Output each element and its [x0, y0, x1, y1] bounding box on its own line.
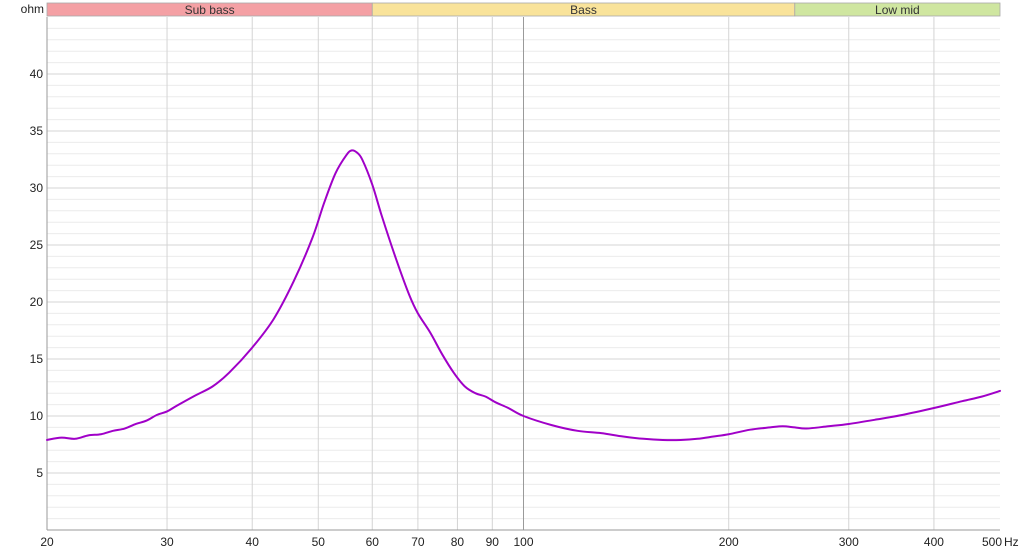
y-tick-label: 5: [36, 466, 43, 480]
y-tick-label: 15: [30, 352, 44, 366]
y-tick-label: 10: [30, 409, 44, 423]
x-tick-label: 500: [982, 535, 1002, 549]
impedance-series-line: [46, 149, 1001, 442]
x-unit-label: Hz: [1004, 535, 1019, 549]
x-tick-label: 200: [719, 535, 739, 549]
y-tick-label: 35: [30, 124, 44, 138]
x-tick-label: 300: [839, 535, 859, 549]
x-tick-label: 20: [40, 535, 54, 549]
band-label: Sub bass: [185, 3, 235, 17]
x-tick-label: 70: [411, 535, 425, 549]
y-tick-label: 25: [30, 238, 44, 252]
y-tick-label: 40: [30, 67, 44, 81]
x-tick-label: 80: [451, 535, 465, 549]
y-unit-label: ohm: [21, 2, 44, 16]
x-tick-label: 100: [513, 535, 533, 549]
x-tick-label: 40: [246, 535, 260, 549]
x-tick-label: 30: [160, 535, 174, 549]
band-label: Low mid: [875, 3, 920, 17]
y-tick-labels: 5 10 15 20 25 30 35 40: [30, 67, 44, 480]
x-tick-label: 90: [486, 535, 500, 549]
series-layer: [46, 149, 1001, 442]
band-bar: [794, 2, 1001, 17]
band-label: Bass: [570, 3, 597, 17]
y-tick-label: 20: [30, 295, 44, 309]
major-grid: [47, 17, 1000, 530]
x-tick-label: 400: [924, 535, 944, 549]
frequency-bands: Sub bass Bass Low mid: [46, 2, 1001, 17]
x-tick-label: 50: [312, 535, 326, 549]
y-tick-label: 30: [30, 181, 44, 195]
x-tick-label: 60: [366, 535, 380, 549]
x-tick-labels: 20 30 40 50 60 70 80 90 100 200 300 400 500: [40, 535, 1002, 549]
